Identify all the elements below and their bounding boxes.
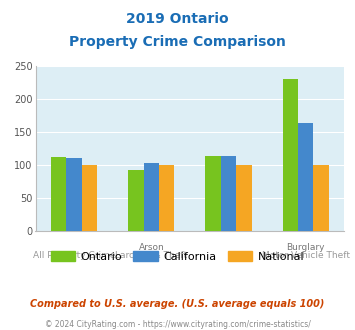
Text: 2019 Ontario: 2019 Ontario: [126, 12, 229, 25]
Text: Arson: Arson: [138, 243, 164, 252]
Bar: [236, 165, 252, 231]
Bar: [221, 156, 236, 231]
Bar: [51, 157, 66, 231]
Legend: Ontario, California, National: Ontario, California, National: [46, 247, 309, 267]
Text: Burglary: Burglary: [286, 243, 325, 252]
Bar: [128, 170, 143, 231]
Bar: [66, 158, 82, 231]
Text: Property Crime Comparison: Property Crime Comparison: [69, 35, 286, 49]
Bar: [205, 156, 221, 231]
Bar: [283, 79, 298, 231]
Text: Larceny & Theft: Larceny & Theft: [115, 251, 187, 260]
Bar: [82, 165, 97, 231]
Text: © 2024 CityRating.com - https://www.cityrating.com/crime-statistics/: © 2024 CityRating.com - https://www.city…: [45, 320, 310, 329]
Bar: [159, 165, 174, 231]
Bar: [313, 165, 329, 231]
Text: Compared to U.S. average. (U.S. average equals 100): Compared to U.S. average. (U.S. average …: [30, 299, 325, 309]
Bar: [143, 163, 159, 231]
Text: All Property Crime: All Property Crime: [33, 251, 115, 260]
Bar: [298, 123, 313, 231]
Text: Motor Vehicle Theft: Motor Vehicle Theft: [262, 251, 350, 260]
